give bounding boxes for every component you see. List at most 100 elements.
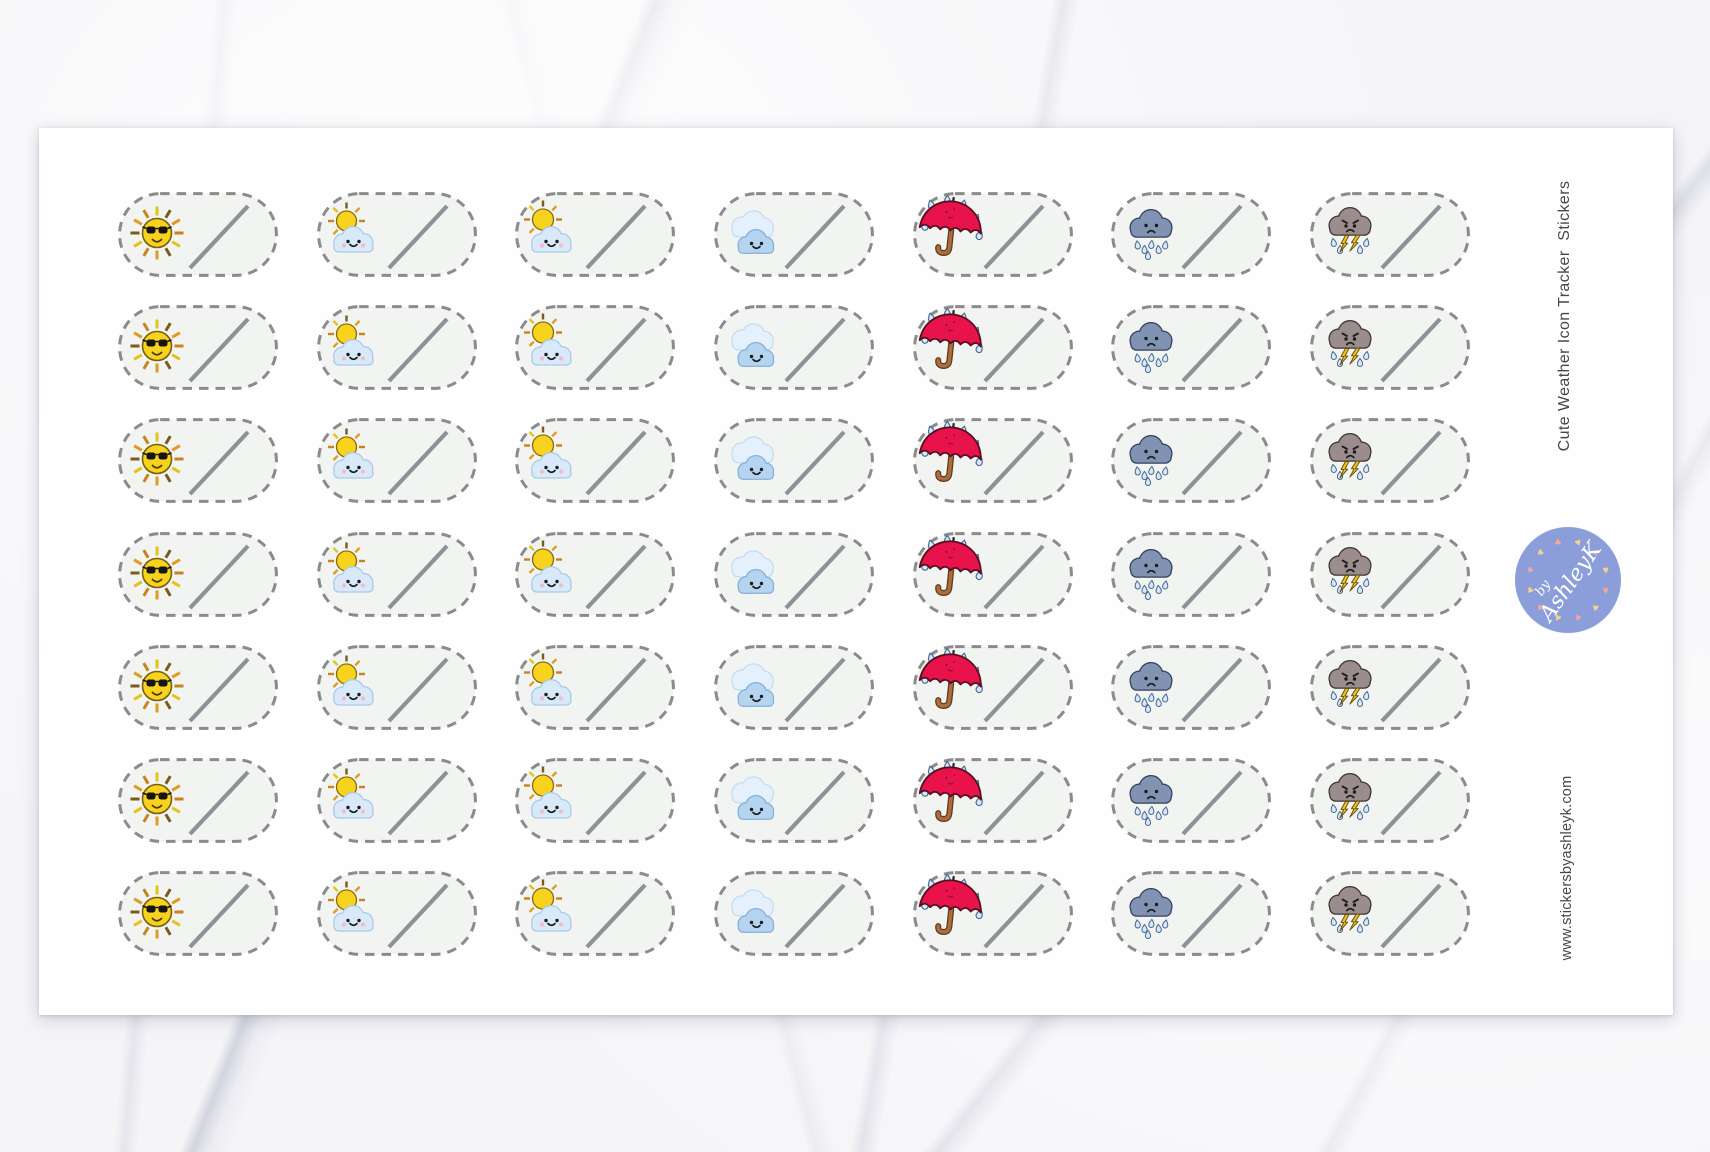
sticker-dashed-border <box>118 871 278 957</box>
sticker-dashed-border <box>316 531 477 617</box>
product-side-title: Cute Weather Icon Tracker Stickers <box>1556 180 1573 452</box>
storm-weather-icon <box>1328 207 1372 254</box>
mostly-sunny-weather-icon <box>327 768 374 819</box>
date-slash-line <box>1181 544 1243 609</box>
partly-cloudy-weather-icon <box>524 766 573 819</box>
sticker-partly-cloudy <box>515 758 676 843</box>
sticker-dashed-border <box>515 644 676 730</box>
storm-weather-icon <box>1328 433 1372 481</box>
storm-weather-icon <box>1328 546 1372 594</box>
date-slash-line <box>387 544 449 609</box>
rain-weather-icon <box>1129 774 1173 826</box>
cloudy-weather-icon <box>731 436 775 481</box>
date-slash-line <box>784 657 846 723</box>
rainy-weather-icon <box>918 420 983 483</box>
sticker-storm <box>1310 871 1471 957</box>
date-slash-line <box>784 430 846 496</box>
partly-cloudy-weather-icon <box>524 200 573 253</box>
sticker-rain <box>1111 418 1272 504</box>
heart-icon: ♥ <box>1552 612 1563 626</box>
sticker-partly-cloudy <box>515 305 676 391</box>
cloudy-weather-icon <box>731 889 775 934</box>
brand-badge: ♥♥♥♥♥♥♥♥♥♥♥♥ by AshleyK <box>1515 527 1621 633</box>
date-slash-line <box>1181 204 1243 270</box>
rain-weather-icon <box>1129 322 1173 374</box>
sticker-dashed-border <box>316 871 477 957</box>
sticker-sunny <box>118 758 278 843</box>
sticker-partly-cloudy <box>515 192 676 277</box>
cloudy-weather-icon <box>731 663 775 707</box>
sticker-rain <box>1111 531 1272 617</box>
sticker-mostly-sunny <box>316 418 477 504</box>
date-slash-line <box>188 430 250 496</box>
sticker-dashed-border <box>118 531 278 617</box>
storm-weather-icon <box>1328 886 1372 934</box>
sticker-dashed-border <box>118 192 278 277</box>
sticker-dashed-border <box>316 192 477 277</box>
partly-cloudy-weather-icon <box>524 540 573 593</box>
sticker-rain <box>1111 758 1272 843</box>
sticker-rain <box>1111 305 1272 391</box>
date-slash-line <box>1181 430 1243 496</box>
sticker-partly-cloudy <box>515 644 676 730</box>
sticker-storm <box>1310 305 1471 391</box>
sticker-cloudy <box>714 305 874 391</box>
date-slash-line <box>1181 657 1243 723</box>
badge-circle <box>1515 527 1621 633</box>
date-slash-line <box>983 430 1045 496</box>
sticker-rainy <box>912 305 1073 391</box>
sunny-weather-icon <box>130 546 184 600</box>
sticker-rainy <box>912 644 1073 730</box>
heart-icon: ♥ <box>1534 601 1546 615</box>
sticker-mostly-sunny <box>316 531 477 617</box>
sunny-weather-icon <box>130 432 184 486</box>
sunny-weather-icon <box>130 885 184 939</box>
sticker-rainy <box>912 418 1073 504</box>
cloudy-weather-icon <box>731 549 775 594</box>
sticker-rain <box>1111 871 1272 957</box>
date-slash-line <box>983 770 1045 836</box>
sticker-sunny <box>118 192 278 277</box>
sticker-cloudy <box>714 531 874 617</box>
sticker-sheet <box>39 128 1673 1015</box>
date-slash-line <box>387 657 449 723</box>
sticker-dashed-border <box>316 418 477 504</box>
sticker-dashed-border <box>118 418 278 504</box>
date-slash-line <box>387 883 449 949</box>
partly-cloudy-weather-icon <box>524 879 573 932</box>
sticker-rainy <box>912 192 1073 277</box>
sticker-dashed-border <box>515 418 676 504</box>
date-slash-line <box>1380 430 1442 496</box>
heart-icon: ♥ <box>1573 536 1583 550</box>
sticker-cloudy <box>714 192 874 277</box>
date-slash-line <box>188 544 250 609</box>
date-slash-line <box>387 770 449 836</box>
sticker-storm <box>1310 531 1471 617</box>
sticker-rainy <box>912 758 1073 843</box>
date-slash-line <box>585 204 647 270</box>
cloudy-weather-icon <box>731 323 775 368</box>
rain-weather-icon <box>1129 435 1173 487</box>
mostly-sunny-weather-icon <box>327 655 374 706</box>
date-slash-line <box>585 544 647 609</box>
date-slash-line <box>585 317 647 383</box>
sticker-partly-cloudy <box>515 531 676 617</box>
heart-icon: ♥ <box>1602 564 1610 577</box>
mostly-sunny-weather-icon <box>327 428 374 480</box>
date-slash-line <box>1380 657 1442 723</box>
heart-icon: ♥ <box>1573 612 1583 625</box>
cloudy-weather-icon <box>731 776 775 820</box>
mostly-sunny-weather-icon <box>327 202 374 253</box>
date-slash-line <box>983 883 1045 949</box>
sticker-grid <box>118 192 1471 957</box>
sticker-mostly-sunny <box>316 305 477 391</box>
website-text: www.stickersbyashleyk.com <box>1559 775 1575 961</box>
storm-weather-icon <box>1328 320 1372 368</box>
mostly-sunny-weather-icon <box>327 315 374 366</box>
date-slash-line <box>784 883 846 949</box>
date-slash-line <box>983 204 1045 270</box>
rainy-weather-icon <box>918 194 983 256</box>
sunny-weather-icon <box>130 772 184 826</box>
sticker-mostly-sunny <box>316 871 477 957</box>
